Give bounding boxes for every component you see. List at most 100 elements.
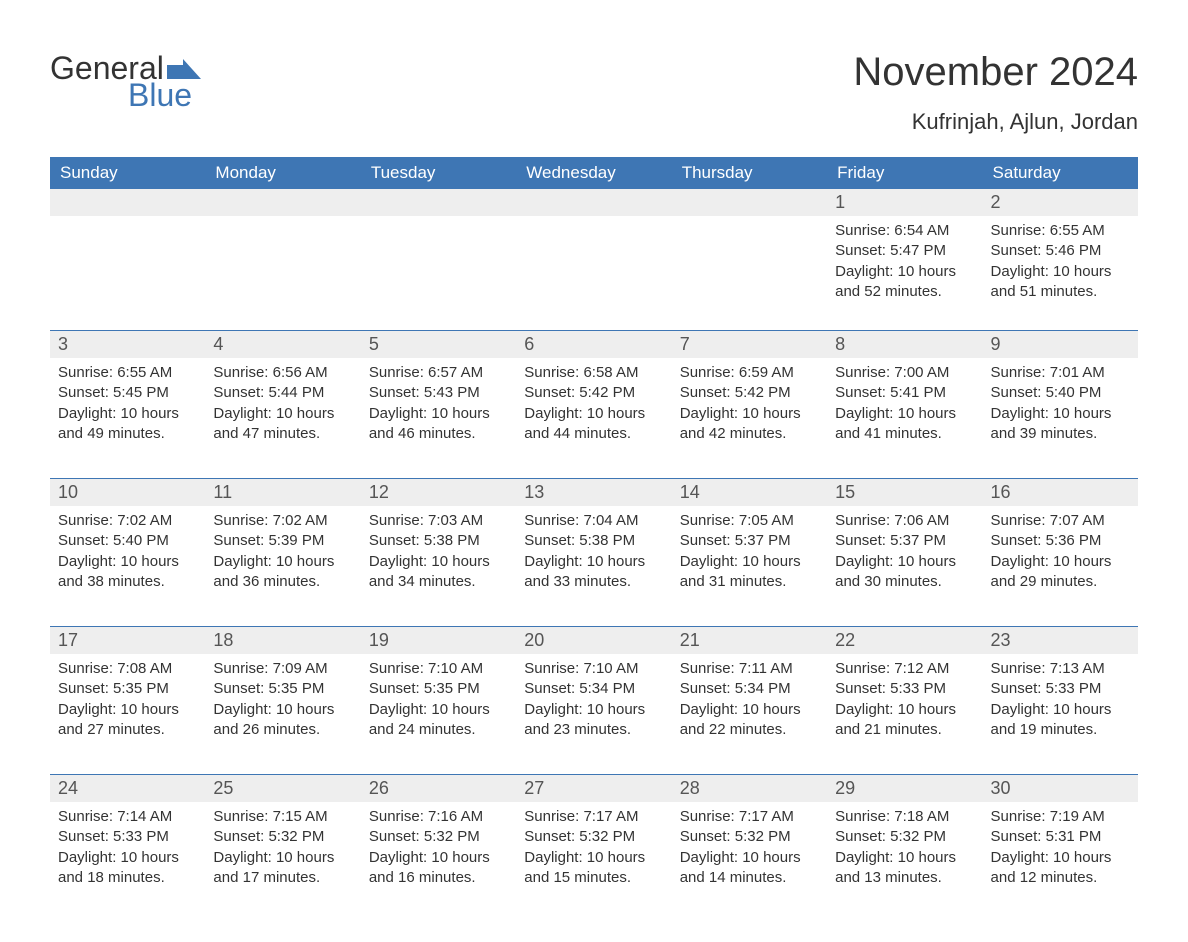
daylight-line: Daylight: 10 hours and 21 minutes. (835, 700, 974, 741)
sunset-line: Sunset: 5:47 PM (835, 241, 974, 261)
daylight-line: Daylight: 10 hours and 27 minutes. (58, 700, 197, 741)
location-label: Kufrinjah, Ajlun, Jordan (853, 109, 1138, 135)
daylight-line: Daylight: 10 hours and 46 minutes. (369, 404, 508, 445)
day-number-cell: 6 (516, 331, 671, 359)
sunrise-line: Sunrise: 7:18 AM (835, 807, 974, 827)
sunrise-line: Sunrise: 7:08 AM (58, 659, 197, 679)
daylight-line: Daylight: 10 hours and 31 minutes. (680, 552, 819, 593)
calendar-table: Sunday Monday Tuesday Wednesday Thursday… (50, 157, 1138, 902)
week-daynum-row: 10111213141516 (50, 479, 1138, 507)
day-info-cell: Sunrise: 6:59 AMSunset: 5:42 PMDaylight:… (672, 358, 827, 479)
day-info-cell: Sunrise: 7:17 AMSunset: 5:32 PMDaylight:… (516, 802, 671, 902)
day-info-cell: Sunrise: 7:10 AMSunset: 5:35 PMDaylight:… (361, 654, 516, 775)
day-info-cell: Sunrise: 7:05 AMSunset: 5:37 PMDaylight:… (672, 506, 827, 627)
day-number-cell (516, 189, 671, 216)
daylight-line: Daylight: 10 hours and 29 minutes. (991, 552, 1130, 593)
sunrise-line: Sunrise: 7:06 AM (835, 511, 974, 531)
day-info-cell: Sunrise: 6:56 AMSunset: 5:44 PMDaylight:… (205, 358, 360, 479)
sunset-line: Sunset: 5:40 PM (991, 383, 1130, 403)
day-number-cell: 4 (205, 331, 360, 359)
calendar-header-row: Sunday Monday Tuesday Wednesday Thursday… (50, 157, 1138, 189)
day-number-cell: 21 (672, 627, 827, 655)
daylight-line: Daylight: 10 hours and 47 minutes. (213, 404, 352, 445)
sunset-line: Sunset: 5:33 PM (58, 827, 197, 847)
week-daynum-row: 12 (50, 189, 1138, 216)
daylight-line: Daylight: 10 hours and 39 minutes. (991, 404, 1130, 445)
day-info-cell: Sunrise: 7:02 AMSunset: 5:40 PMDaylight:… (50, 506, 205, 627)
daylight-line: Daylight: 10 hours and 30 minutes. (835, 552, 974, 593)
calendar-body: 12Sunrise: 6:54 AMSunset: 5:47 PMDayligh… (50, 189, 1138, 902)
day-info-cell: Sunrise: 6:57 AMSunset: 5:43 PMDaylight:… (361, 358, 516, 479)
sunset-line: Sunset: 5:41 PM (835, 383, 974, 403)
sunrise-line: Sunrise: 6:56 AM (213, 363, 352, 383)
sunrise-line: Sunrise: 6:59 AM (680, 363, 819, 383)
sunset-line: Sunset: 5:32 PM (213, 827, 352, 847)
day-info-cell: Sunrise: 7:00 AMSunset: 5:41 PMDaylight:… (827, 358, 982, 479)
day-number-cell: 20 (516, 627, 671, 655)
sunrise-line: Sunrise: 7:02 AM (58, 511, 197, 531)
day-number-cell: 23 (983, 627, 1138, 655)
brand-logo: General Blue (50, 50, 201, 114)
sunset-line: Sunset: 5:46 PM (991, 241, 1130, 261)
day-number-cell: 12 (361, 479, 516, 507)
weekday-header: Saturday (983, 157, 1138, 189)
day-info-cell: Sunrise: 6:54 AMSunset: 5:47 PMDaylight:… (827, 216, 982, 331)
day-info-cell: Sunrise: 7:04 AMSunset: 5:38 PMDaylight:… (516, 506, 671, 627)
week-daynum-row: 24252627282930 (50, 775, 1138, 803)
day-info-cell: Sunrise: 7:09 AMSunset: 5:35 PMDaylight:… (205, 654, 360, 775)
daylight-line: Daylight: 10 hours and 38 minutes. (58, 552, 197, 593)
weekday-header: Monday (205, 157, 360, 189)
daylight-line: Daylight: 10 hours and 17 minutes. (213, 848, 352, 889)
sunset-line: Sunset: 5:33 PM (991, 679, 1130, 699)
title-block: November 2024 Kufrinjah, Ajlun, Jordan (853, 50, 1138, 135)
sunset-line: Sunset: 5:44 PM (213, 383, 352, 403)
sunset-line: Sunset: 5:32 PM (524, 827, 663, 847)
day-number-cell: 11 (205, 479, 360, 507)
sunrise-line: Sunrise: 7:02 AM (213, 511, 352, 531)
sunset-line: Sunset: 5:34 PM (680, 679, 819, 699)
month-title: November 2024 (853, 50, 1138, 95)
daylight-line: Daylight: 10 hours and 23 minutes. (524, 700, 663, 741)
sunrise-line: Sunrise: 7:19 AM (991, 807, 1130, 827)
daylight-line: Daylight: 10 hours and 49 minutes. (58, 404, 197, 445)
day-number-cell: 13 (516, 479, 671, 507)
day-info-cell: Sunrise: 7:02 AMSunset: 5:39 PMDaylight:… (205, 506, 360, 627)
daylight-line: Daylight: 10 hours and 12 minutes. (991, 848, 1130, 889)
daylight-line: Daylight: 10 hours and 34 minutes. (369, 552, 508, 593)
sunset-line: Sunset: 5:35 PM (58, 679, 197, 699)
day-number-cell: 25 (205, 775, 360, 803)
week-info-row: Sunrise: 7:02 AMSunset: 5:40 PMDaylight:… (50, 506, 1138, 627)
day-info-cell: Sunrise: 7:16 AMSunset: 5:32 PMDaylight:… (361, 802, 516, 902)
sunrise-line: Sunrise: 7:09 AM (213, 659, 352, 679)
day-number-cell: 28 (672, 775, 827, 803)
week-daynum-row: 3456789 (50, 331, 1138, 359)
sunset-line: Sunset: 5:32 PM (680, 827, 819, 847)
day-info-cell (50, 216, 205, 331)
sunrise-line: Sunrise: 7:16 AM (369, 807, 508, 827)
sunset-line: Sunset: 5:35 PM (369, 679, 508, 699)
day-number-cell: 7 (672, 331, 827, 359)
day-number-cell (205, 189, 360, 216)
day-number-cell: 10 (50, 479, 205, 507)
day-number-cell: 30 (983, 775, 1138, 803)
sunrise-line: Sunrise: 6:55 AM (991, 221, 1130, 241)
sunrise-line: Sunrise: 7:00 AM (835, 363, 974, 383)
day-number-cell: 2 (983, 189, 1138, 216)
day-info-cell: Sunrise: 7:01 AMSunset: 5:40 PMDaylight:… (983, 358, 1138, 479)
sunset-line: Sunset: 5:38 PM (524, 531, 663, 551)
day-info-cell: Sunrise: 7:18 AMSunset: 5:32 PMDaylight:… (827, 802, 982, 902)
day-info-cell: Sunrise: 7:14 AMSunset: 5:33 PMDaylight:… (50, 802, 205, 902)
daylight-line: Daylight: 10 hours and 36 minutes. (213, 552, 352, 593)
day-number-cell: 8 (827, 331, 982, 359)
day-number-cell: 22 (827, 627, 982, 655)
week-daynum-row: 17181920212223 (50, 627, 1138, 655)
daylight-line: Daylight: 10 hours and 26 minutes. (213, 700, 352, 741)
sunrise-line: Sunrise: 7:05 AM (680, 511, 819, 531)
header-block: General Blue November 2024 Kufrinjah, Aj… (50, 50, 1138, 135)
week-info-row: Sunrise: 6:54 AMSunset: 5:47 PMDaylight:… (50, 216, 1138, 331)
daylight-line: Daylight: 10 hours and 18 minutes. (58, 848, 197, 889)
sunset-line: Sunset: 5:37 PM (835, 531, 974, 551)
sunset-line: Sunset: 5:36 PM (991, 531, 1130, 551)
day-number-cell: 27 (516, 775, 671, 803)
sunrise-line: Sunrise: 7:14 AM (58, 807, 197, 827)
